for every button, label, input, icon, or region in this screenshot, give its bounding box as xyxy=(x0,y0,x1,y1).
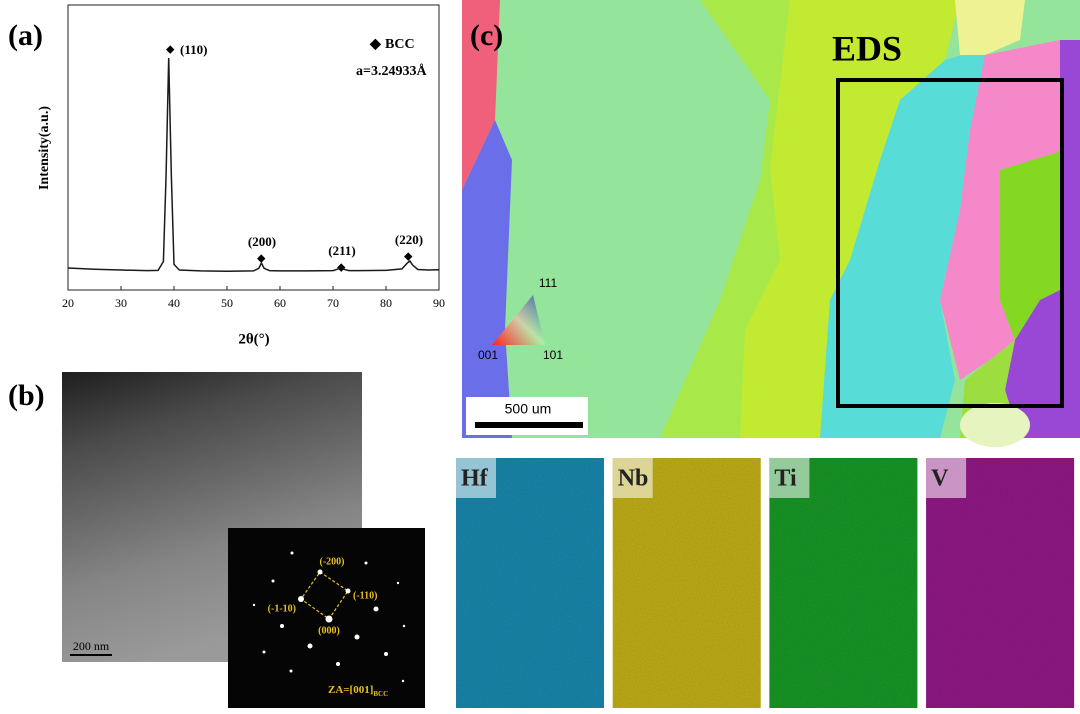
xrd-line xyxy=(67,57,440,272)
ipf-label: 001 xyxy=(478,348,498,362)
scale-bar-box xyxy=(466,397,588,435)
ebsd-map xyxy=(462,0,1080,447)
saed-inset: (-200) (-110) (-1-10) (000) ZA=[001]BCC xyxy=(228,528,425,708)
peak-marker: ◆ xyxy=(404,251,413,263)
eds-element: Nb xyxy=(618,466,649,492)
eds-label-box xyxy=(612,458,653,498)
eds-map xyxy=(612,458,761,708)
grain xyxy=(1000,150,1065,340)
peak-marker: ◆ xyxy=(166,44,175,56)
eds-element: Hf xyxy=(461,466,489,492)
scale-bar xyxy=(475,422,583,428)
panel-label: (a) xyxy=(8,19,43,52)
spot-label: (-110) xyxy=(353,590,377,601)
peak-marker: ◆ xyxy=(257,253,266,265)
scale-bar-label: 200 nm xyxy=(73,639,110,653)
legend-marker: ◆ xyxy=(369,37,382,52)
x-tick-label: 90 xyxy=(433,296,445,310)
legend-label: BCC xyxy=(385,37,415,52)
ipf-label: 101 xyxy=(543,348,563,362)
eds-element: Ti xyxy=(774,466,797,492)
eds-label-box xyxy=(769,458,810,498)
y-axis-label: Intensity(a.u.) xyxy=(37,106,52,190)
eds-map xyxy=(769,458,918,708)
x-axis-label: 2θ(°) xyxy=(238,331,269,347)
eds-label-box xyxy=(926,458,967,498)
x-tick-label: 30 xyxy=(115,296,127,310)
grain xyxy=(940,40,1065,380)
eds-map xyxy=(926,458,1075,708)
eds-box-label: EDS xyxy=(832,28,902,68)
zone-axis: ZA=[001]BCC xyxy=(328,684,388,698)
zone-axis-subscript: BCC xyxy=(373,690,388,698)
grain xyxy=(660,0,790,438)
spot-label: (000) xyxy=(318,625,340,636)
x-tick-label: 20 xyxy=(62,296,74,310)
lattice-parameter: a=3.24933Å xyxy=(356,63,427,79)
grain xyxy=(740,0,960,438)
panel-label: (b) xyxy=(8,379,45,412)
x-tick-label: 60 xyxy=(274,296,286,310)
eds-element: V xyxy=(931,466,949,492)
ipf-triangle-shade xyxy=(492,295,545,345)
grain xyxy=(462,120,512,438)
peak-label: (110) xyxy=(180,42,207,57)
eds-region-box xyxy=(836,78,1064,408)
plot-frame xyxy=(67,4,440,291)
x-tick-label: 50 xyxy=(221,296,233,310)
peak-label: (200) xyxy=(248,234,276,249)
xrd-chart: Intensity(a.u.) 2θ(°) ◆ BCC a=3.24933Å ◆… xyxy=(37,4,445,347)
panel-label: (c) xyxy=(470,19,503,52)
grain xyxy=(820,50,1010,438)
peak-label: (220) xyxy=(395,232,423,247)
zone-axis-text: ZA=[001] xyxy=(328,684,373,696)
ipf-label: 111 xyxy=(539,276,558,290)
grain xyxy=(955,0,1025,55)
eds-maps: Hf Nb Ti V xyxy=(456,458,1075,708)
x-tick-label: 70 xyxy=(327,296,339,310)
grain xyxy=(960,403,1030,447)
x-tick-label: 40 xyxy=(168,296,180,310)
grain xyxy=(462,0,500,190)
spot-label: (-200) xyxy=(320,556,345,567)
eds-label-box xyxy=(456,458,496,498)
ipf-key: 111 001 101 xyxy=(478,276,563,362)
peak-label: (211) xyxy=(328,243,355,258)
eds-map xyxy=(456,458,604,708)
x-tick-label: 80 xyxy=(380,296,392,310)
spot-label: (-1-10) xyxy=(268,603,296,614)
diffraction-spots xyxy=(252,551,406,683)
scale-bar-label: 500 um xyxy=(505,401,552,417)
